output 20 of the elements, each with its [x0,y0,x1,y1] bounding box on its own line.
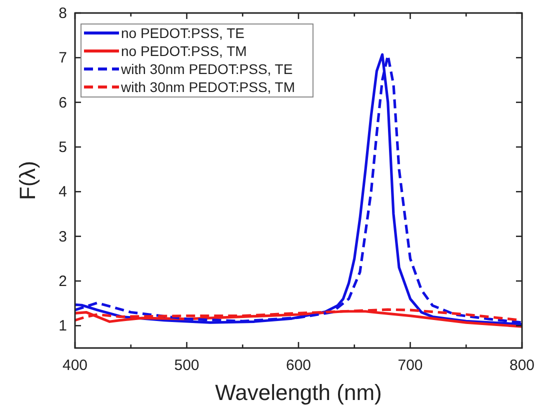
y-tick-label: 3 [58,228,67,246]
x-tick-label: 700 [398,357,423,374]
y-tick-label: 1 [58,318,67,335]
x-tick-label: 400 [62,357,88,374]
line-series [75,310,522,328]
legend-label: no PEDOT:PSS, TE [121,25,244,41]
y-tick-label: 5 [58,139,67,156]
x-tick-label: 600 [286,357,312,374]
y-tick-label: 6 [58,94,67,112]
legend-label: with 30nm PEDOT:PSS, TE [120,61,293,77]
legend-label: no PEDOT:PSS, TM [121,43,247,59]
y-axis-title: F(λ) [15,160,40,200]
x-tick-label: 500 [174,357,200,374]
y-tick-label: 7 [58,50,67,67]
x-axis-title: Wavelength (nm) [215,380,382,405]
y-tick-label: 4 [58,184,67,201]
legend-label: with 30nm PEDOT:PSS, TM [120,79,296,95]
x-tick-label: 800 [509,357,535,374]
y-tick-label: 8 [58,5,67,22]
y-tick-label: 2 [58,273,67,290]
